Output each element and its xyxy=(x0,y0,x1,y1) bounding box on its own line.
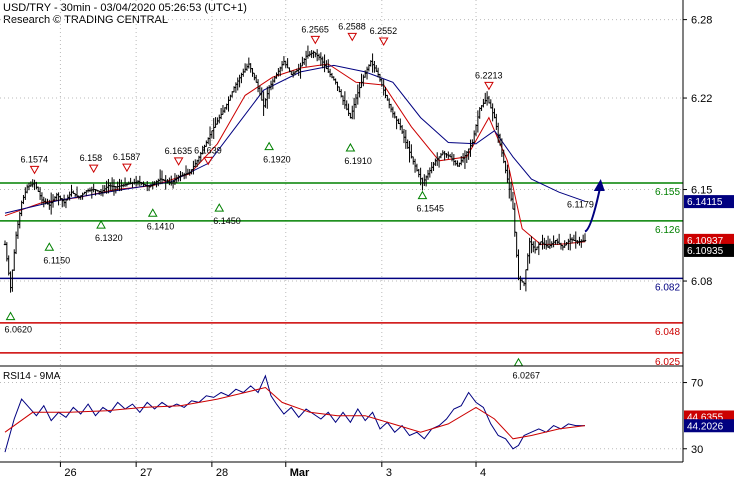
swing-high-marker xyxy=(203,156,214,166)
rsi-tag-label: 44.6355 xyxy=(687,412,724,423)
chart-source: Research © TRADING CENTRAL xyxy=(3,14,168,26)
swing-low-label: 6.1910 xyxy=(344,156,372,166)
swing-high-label: 6.1639 xyxy=(194,145,222,155)
time-tick-label: 28 xyxy=(216,467,228,479)
level-label: 6.082 xyxy=(655,282,680,293)
swing-low-marker xyxy=(5,311,16,321)
price-tick-label: 6.15 xyxy=(691,185,712,197)
price-tag-label: 6.10935 xyxy=(687,246,724,257)
swing-high-marker xyxy=(378,37,389,47)
swing-low-marker xyxy=(214,203,225,212)
swing-high-marker xyxy=(88,164,99,174)
swing-low-marker xyxy=(417,190,428,200)
grid-layer xyxy=(0,0,683,462)
price-tick-label: 6.22 xyxy=(691,93,712,105)
swing-low-label: 6.0267 xyxy=(513,371,541,381)
swing-high-marker xyxy=(310,35,321,45)
swing-high-label: 6.2588 xyxy=(338,21,366,31)
rsi-tick-label: 70 xyxy=(691,378,703,390)
level-label: 6.048 xyxy=(655,327,680,338)
price-tag-label: 6.14115 xyxy=(687,197,723,208)
swing-markers: 6.1574 6.158 6.1587 6.1635 6.1639 6.2565 6.258… xyxy=(5,21,605,381)
rsi-tag xyxy=(684,419,734,433)
swing-high-marker xyxy=(484,81,494,91)
rsi-line xyxy=(4,374,585,453)
price-tag xyxy=(684,195,734,209)
swing-low-label: 6.1410 xyxy=(147,221,175,231)
price-tag xyxy=(684,243,734,257)
swing-low-marker xyxy=(44,242,55,251)
rsi-tick-label: 30 xyxy=(691,444,703,456)
projection-arrow xyxy=(584,188,601,233)
swing-high-label: 6.1574 xyxy=(21,154,49,164)
rsi-panel: RSI14 - 9MA xyxy=(3,371,586,453)
time-tick-label: Mar xyxy=(290,467,310,479)
swing-high-label: 6.2552 xyxy=(370,26,398,36)
swing-low-label: 6.1920 xyxy=(263,155,291,165)
swing-low-marker xyxy=(513,357,524,367)
chart-title: USD/TRY - 30min - 03/04/2020 05:26:53 (U… xyxy=(3,2,247,14)
swing-high-label: 6.2213 xyxy=(475,70,503,80)
level-label: 6.025 xyxy=(655,357,680,368)
swing-low-label: 6.0620 xyxy=(5,325,33,335)
swing-low-label: 6.1545 xyxy=(416,204,444,214)
price-tick-label: 6.08 xyxy=(691,276,712,288)
level-label: 6.155 xyxy=(655,187,680,198)
time-tick-label: 3 xyxy=(386,467,392,479)
swing-high-label: 6.158 xyxy=(80,153,103,163)
swing-high-marker xyxy=(29,165,40,175)
price-bars xyxy=(3,45,587,293)
swing-high-marker xyxy=(347,32,358,42)
rsi-tag-label: 44.2026 xyxy=(687,421,724,432)
swing-high-label: 6.1587 xyxy=(113,152,141,162)
rsi-ma-line xyxy=(4,386,586,440)
level-label: 6.126 xyxy=(655,225,680,236)
projection-label: 6.1179 xyxy=(567,199,594,209)
time-tick-label: 27 xyxy=(140,467,152,479)
swing-low-marker xyxy=(147,208,158,217)
swing-low-label: 6.1320 xyxy=(95,233,123,243)
swing-low-marker xyxy=(96,220,106,229)
swing-high-label: 6.2565 xyxy=(301,24,329,34)
price-tick-label: 6.28 xyxy=(691,15,712,27)
swing-low-label: 6.1450 xyxy=(213,216,241,226)
level-lines: 6.155 6.126 6.082 6.048 6.025 xyxy=(0,182,683,368)
swing-high-label: 6.1635 xyxy=(165,146,193,156)
swing-low-marker xyxy=(264,141,275,151)
time-tick-label: 26 xyxy=(64,467,76,479)
rsi-title: RSI14 - 9MA xyxy=(3,371,61,382)
price-tag xyxy=(684,233,734,247)
swing-low-marker xyxy=(345,142,356,152)
time-tick-label: 4 xyxy=(480,467,486,479)
projection-arrowhead xyxy=(593,179,605,191)
swing-low-label: 6.1150 xyxy=(43,255,70,265)
swing-high-marker xyxy=(122,163,132,173)
price-tag-label: 6.10937 xyxy=(687,236,724,247)
swing-high-marker xyxy=(173,157,184,166)
